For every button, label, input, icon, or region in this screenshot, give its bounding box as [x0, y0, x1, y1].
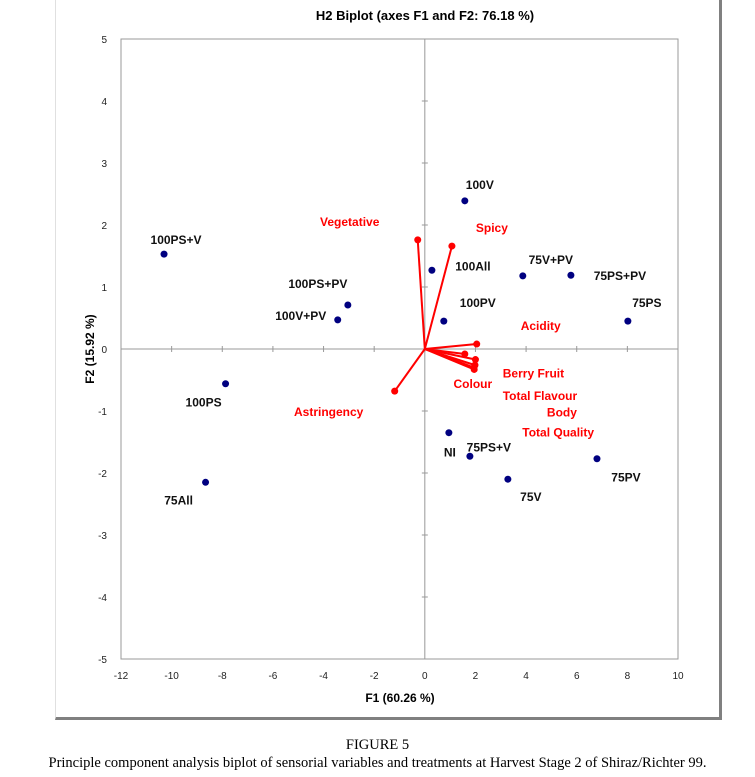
- variable-label: Acidity: [521, 319, 561, 333]
- variable-label: Total Flavour: [503, 389, 578, 403]
- observation-label: 75V: [520, 490, 541, 504]
- variable-endpoint: [461, 350, 469, 358]
- observation-point: [344, 301, 352, 309]
- observation-point: [593, 455, 601, 463]
- observation-label: 75PV: [611, 471, 640, 485]
- y-tick-label: -3: [98, 531, 107, 542]
- observation-point: [567, 271, 575, 279]
- observation-label: 100PS+PV: [288, 277, 347, 291]
- y-tick-label: 5: [101, 35, 107, 46]
- x-axis-label: F1 (60.26 %): [365, 691, 434, 705]
- variable-label: Spicy: [476, 221, 508, 235]
- x-tick-label: 0: [422, 671, 428, 682]
- observation-point: [461, 197, 469, 205]
- observation-point: [334, 316, 342, 324]
- y-tick-label: 4: [101, 97, 107, 108]
- x-tick-label: 4: [523, 671, 529, 682]
- x-tick-label: 2: [473, 671, 479, 682]
- observation-label: NI: [444, 445, 456, 459]
- x-tick-label: -12: [114, 671, 129, 682]
- observation-point: [624, 317, 632, 325]
- variable-label: Colour: [453, 377, 492, 391]
- variable-vectors: Vegetative Spicy Acidity Colour Berry Fruit T…: [294, 215, 594, 440]
- observation-label: 100All: [455, 259, 490, 273]
- observation-label: 75PS+PV: [594, 269, 646, 283]
- y-tick-label: 1: [101, 283, 107, 294]
- variable-label: Vegetative: [320, 215, 380, 229]
- chart-title: H2 Biplot (axes F1 and F2: 76.18 %): [316, 8, 534, 23]
- observation-point: [504, 475, 512, 483]
- observation-label: 75All: [164, 493, 193, 507]
- y-tick-label: -1: [98, 407, 107, 418]
- variable-endpoint: [473, 340, 481, 348]
- figure-number: FIGURE 5: [345, 737, 410, 753]
- observation-point: [466, 452, 474, 460]
- y-tick-label: 0: [101, 345, 107, 356]
- figure-caption-block: FIGURE 5 Principle component analysis bi…: [0, 736, 755, 772]
- x-tick-label: -2: [370, 671, 379, 682]
- variable-vector: [424, 343, 477, 350]
- x-tick-label: -4: [319, 671, 328, 682]
- observation-point: [428, 266, 436, 274]
- variable-endpoint: [471, 356, 479, 364]
- variable-label: Body: [547, 406, 577, 420]
- x-tick-label: 8: [625, 671, 631, 682]
- variable-label: Berry Fruit: [503, 367, 564, 381]
- variable-vector: [424, 348, 475, 371]
- y-axis-label: F2 (15.92 %): [83, 314, 97, 383]
- observation-point: [202, 478, 210, 486]
- plot-area: [120, 38, 679, 660]
- observation-label: 100V: [466, 178, 494, 192]
- y-tick-label: 3: [101, 159, 107, 170]
- observation-points: 100PS+V 100V 100All 75V+PV 75PS+PV 75PS 100PS+…: [151, 178, 662, 507]
- x-tick-label: -10: [164, 671, 179, 682]
- observation-point: [445, 429, 453, 437]
- observation-label: 100PS+V: [151, 233, 202, 247]
- figure-caption: Principle component analysis biplot of s…: [48, 755, 707, 771]
- y-tick-label: 2: [101, 221, 107, 232]
- biplot-chart: H2 Biplot (axes F1 and F2: 76.18 %) -12-…: [83, 8, 684, 705]
- observation-point: [519, 272, 527, 280]
- variable-endpoint: [470, 365, 478, 373]
- observation-label: 75PS: [632, 296, 661, 310]
- x-tick-label: -8: [218, 671, 227, 682]
- variable-label: Total Quality: [522, 425, 594, 439]
- y-tick-label: -5: [98, 655, 107, 666]
- observation-point: [160, 250, 168, 258]
- x-tick-label: 6: [574, 671, 580, 682]
- variable-label: Astringency: [294, 405, 364, 419]
- y-tick-label: -4: [98, 593, 107, 604]
- observation-label: 75V+PV: [529, 253, 573, 267]
- observation-label: 75PS+V: [467, 441, 511, 455]
- observation-label: 100PV: [460, 296, 496, 310]
- y-tick-label: -2: [98, 469, 107, 480]
- y-axis-ticks: 5 4 3 2 1 0 -1 -2 -3 -4 -5: [98, 35, 428, 666]
- observation-label: 100PS: [186, 396, 222, 410]
- variable-vector: [393, 348, 426, 392]
- observation-point: [440, 317, 448, 325]
- variable-endpoint: [414, 236, 422, 244]
- observation-label: 100V+PV: [275, 309, 326, 323]
- variable-endpoint: [391, 387, 399, 395]
- x-tick-label: -6: [268, 671, 277, 682]
- observation-point: [222, 380, 230, 388]
- variable-vector: [423, 245, 453, 350]
- figure-frame: [55, 0, 722, 720]
- variable-endpoint: [448, 242, 456, 250]
- variable-vector: [416, 239, 426, 350]
- x-tick-label: 10: [672, 671, 684, 682]
